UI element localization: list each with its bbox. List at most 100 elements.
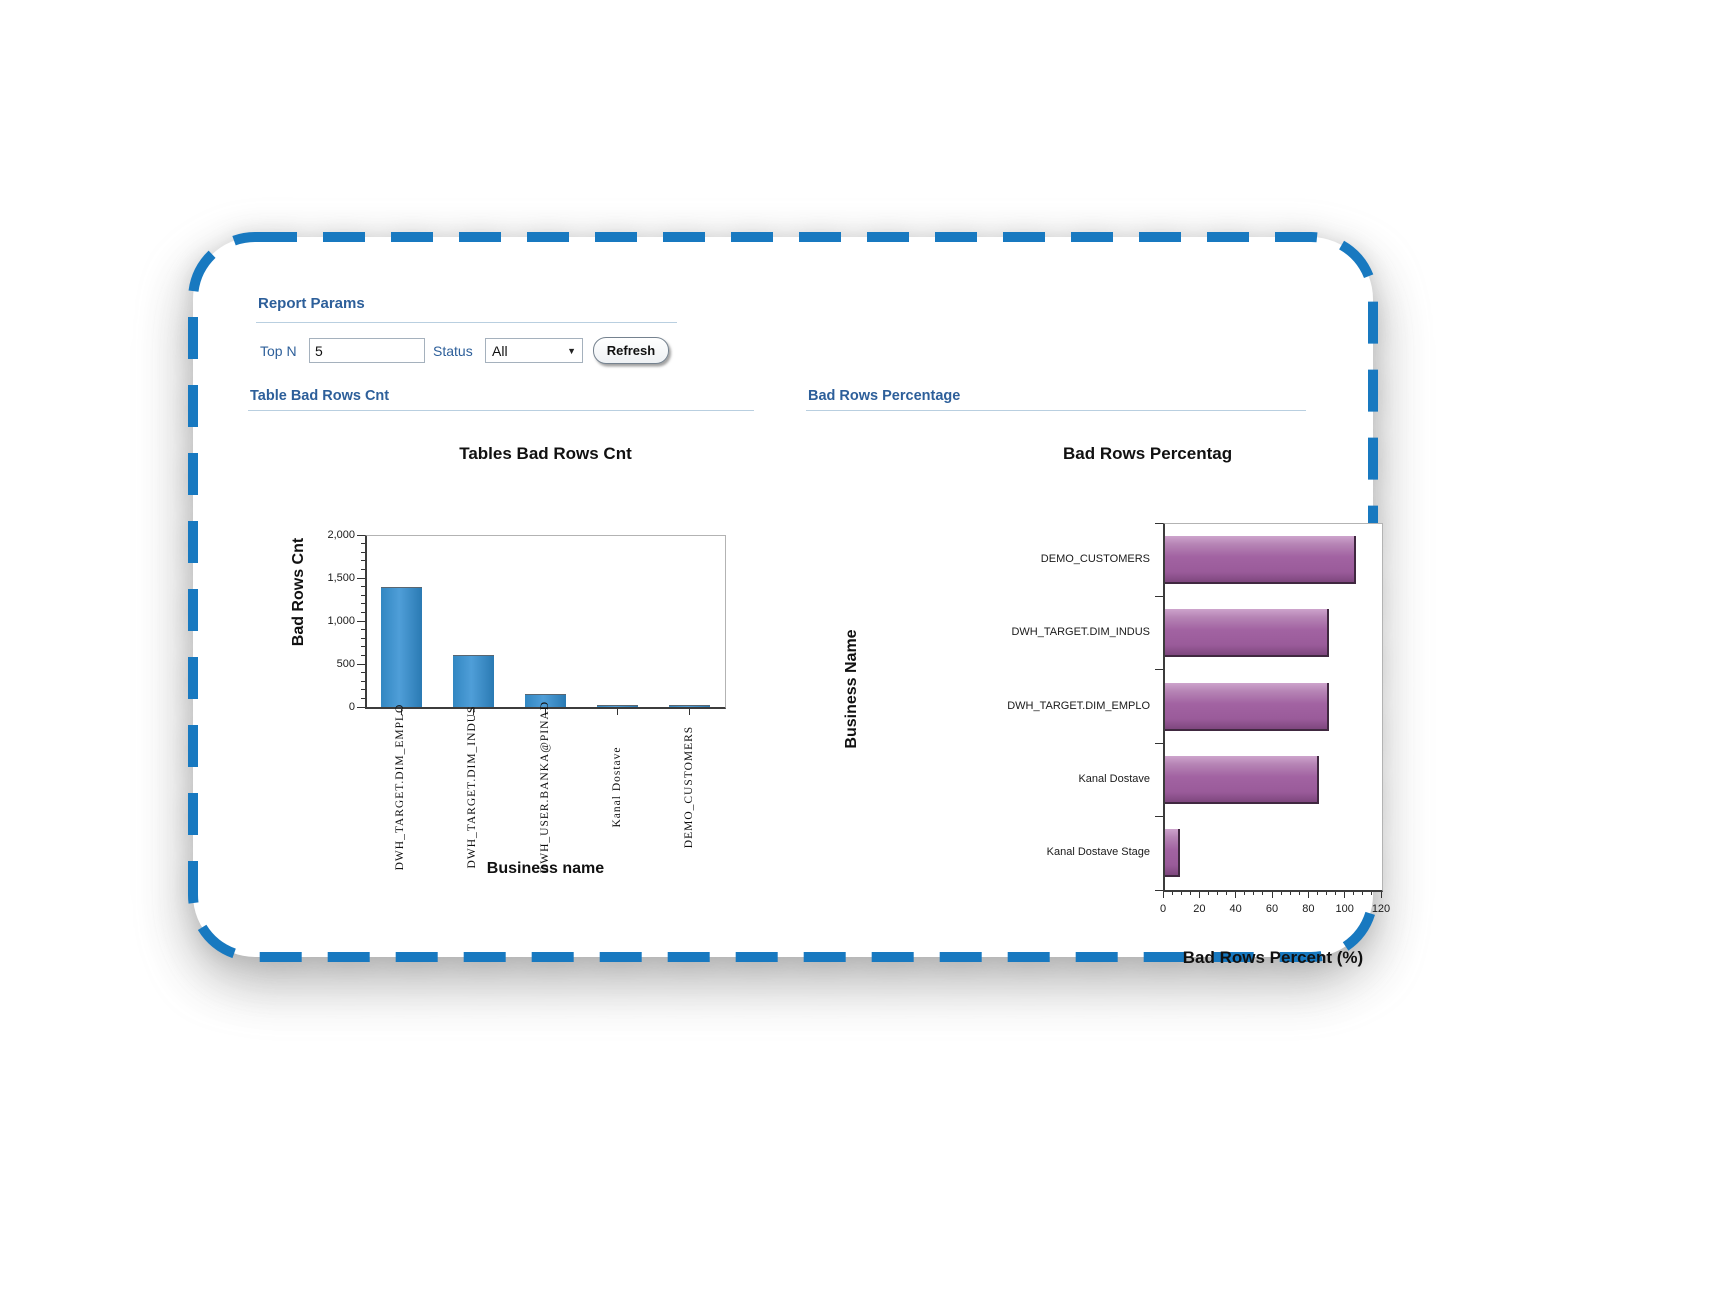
y-minor-tick bbox=[361, 586, 365, 588]
y-minor-tick bbox=[361, 611, 365, 613]
x-minor-tick bbox=[1189, 892, 1191, 895]
x-tick bbox=[1235, 892, 1237, 898]
y-tick-label: 500 bbox=[336, 658, 355, 670]
x-category-label: DWH_USER.BANKA@PINAD bbox=[538, 700, 551, 874]
x-minor-tick bbox=[1289, 892, 1291, 895]
left-plot-area bbox=[365, 535, 726, 709]
refresh-button[interactable]: Refresh bbox=[593, 337, 669, 364]
y-minor-tick bbox=[361, 603, 365, 605]
x-tick-label: 80 bbox=[1302, 903, 1315, 915]
y-category-label: DWH_TARGET.DIM_INDUS bbox=[1011, 626, 1150, 639]
x-minor-tick bbox=[1335, 892, 1337, 895]
y-minor-tick bbox=[361, 697, 365, 699]
right-section-divider bbox=[806, 410, 1306, 411]
y-tick bbox=[357, 620, 365, 622]
y-tick bbox=[1155, 742, 1163, 744]
x-tick bbox=[472, 709, 474, 715]
y-tick-label: 1,500 bbox=[327, 572, 355, 584]
left-y-axis-title: Bad Rows Cnt bbox=[290, 537, 307, 647]
bar bbox=[1165, 755, 1320, 804]
top-n-label: Top N bbox=[260, 343, 297, 359]
x-minor-tick bbox=[1226, 892, 1228, 895]
y-tick-label: 2,000 bbox=[327, 529, 355, 541]
y-category-label: DEMO_CUSTOMERS bbox=[1040, 552, 1150, 565]
y-tick bbox=[357, 706, 365, 708]
x-category-label: DWH_TARGET.DIM_EMPLO bbox=[394, 703, 407, 871]
y-minor-tick bbox=[361, 646, 365, 648]
y-minor-tick bbox=[361, 689, 365, 691]
y-tick bbox=[1155, 816, 1163, 818]
bar bbox=[525, 694, 566, 707]
x-minor-tick bbox=[1326, 892, 1327, 895]
x-tick bbox=[1162, 892, 1164, 898]
y-minor-tick bbox=[361, 629, 365, 631]
x-minor-tick bbox=[1253, 892, 1255, 895]
y-tick bbox=[1155, 889, 1163, 891]
bar bbox=[1165, 535, 1356, 584]
x-tick-label: 40 bbox=[1229, 903, 1242, 915]
x-minor-tick bbox=[1207, 892, 1209, 895]
y-minor-tick bbox=[361, 568, 365, 570]
report-params-divider bbox=[256, 322, 677, 323]
x-minor-tick bbox=[1316, 892, 1318, 895]
status-value: All bbox=[492, 342, 508, 359]
y-minor-tick bbox=[361, 680, 365, 682]
y-tick bbox=[1155, 522, 1163, 524]
bar bbox=[1165, 682, 1329, 731]
top-n-input[interactable] bbox=[309, 338, 425, 363]
y-minor-tick bbox=[361, 560, 365, 562]
x-category-label: DEMO_CUSTOMERS bbox=[682, 725, 695, 849]
x-tick bbox=[1307, 892, 1309, 898]
bar bbox=[597, 705, 639, 707]
x-minor-tick bbox=[1280, 892, 1282, 895]
y-minor-tick bbox=[361, 551, 365, 553]
x-tick-label: 60 bbox=[1265, 903, 1279, 915]
y-minor-tick bbox=[361, 594, 365, 596]
x-minor-tick bbox=[1371, 892, 1373, 895]
bar bbox=[669, 705, 711, 707]
y-tick-label: 1,000 bbox=[327, 615, 355, 627]
y-tick bbox=[357, 577, 365, 579]
x-minor-tick bbox=[1353, 892, 1355, 895]
y-category-label: Kanal Dostave bbox=[1078, 772, 1150, 785]
x-tick bbox=[1271, 892, 1273, 898]
status-dropdown[interactable]: All ▼ bbox=[485, 338, 583, 363]
y-minor-tick bbox=[361, 672, 365, 674]
y-minor-tick bbox=[361, 637, 365, 639]
x-minor-tick bbox=[1244, 892, 1246, 895]
bar bbox=[380, 586, 422, 707]
left-x-axis-title: Business name bbox=[486, 860, 605, 877]
x-minor-tick bbox=[1217, 892, 1218, 895]
right-x-axis-title: Bad Rows Percent (%) bbox=[1182, 948, 1364, 967]
x-category-label: DWH_TARGET.DIM_INDUS bbox=[466, 705, 479, 869]
left-chart-title: Tables Bad Rows Cnt bbox=[459, 444, 632, 463]
x-tick bbox=[1198, 892, 1200, 898]
x-tick-label: 0 bbox=[1159, 903, 1167, 915]
x-tick-label: 20 bbox=[1193, 903, 1206, 915]
y-tick bbox=[357, 534, 365, 536]
y-tick bbox=[1155, 669, 1163, 671]
y-category-label: DWH_TARGET.DIM_EMPLO bbox=[1007, 699, 1150, 712]
x-tick bbox=[545, 709, 546, 715]
y-category-label: Kanal Dostave Stage bbox=[1046, 846, 1150, 859]
x-tick bbox=[617, 709, 619, 715]
left-section-divider bbox=[248, 410, 754, 411]
bar bbox=[452, 655, 494, 707]
right-y-axis-title: Business Name bbox=[843, 629, 860, 749]
left-section-title: Table Bad Rows Cnt bbox=[250, 388, 390, 404]
x-minor-tick bbox=[1362, 892, 1364, 895]
x-minor-tick bbox=[1171, 892, 1173, 895]
x-tick bbox=[1344, 892, 1346, 898]
x-tick-label: 100 bbox=[1335, 903, 1354, 915]
x-tick-label: 120 bbox=[1371, 903, 1391, 915]
y-tick-label: 0 bbox=[348, 701, 355, 713]
x-category-label: Kanal Dostave bbox=[610, 746, 623, 828]
x-minor-tick bbox=[1180, 892, 1182, 895]
bar bbox=[1165, 609, 1329, 658]
x-tick bbox=[1380, 892, 1382, 898]
y-minor-tick bbox=[361, 654, 365, 656]
y-minor-tick bbox=[361, 543, 365, 545]
report-params-title: Report Params bbox=[258, 295, 365, 312]
right-section-title: Bad Rows Percentage bbox=[808, 388, 961, 404]
